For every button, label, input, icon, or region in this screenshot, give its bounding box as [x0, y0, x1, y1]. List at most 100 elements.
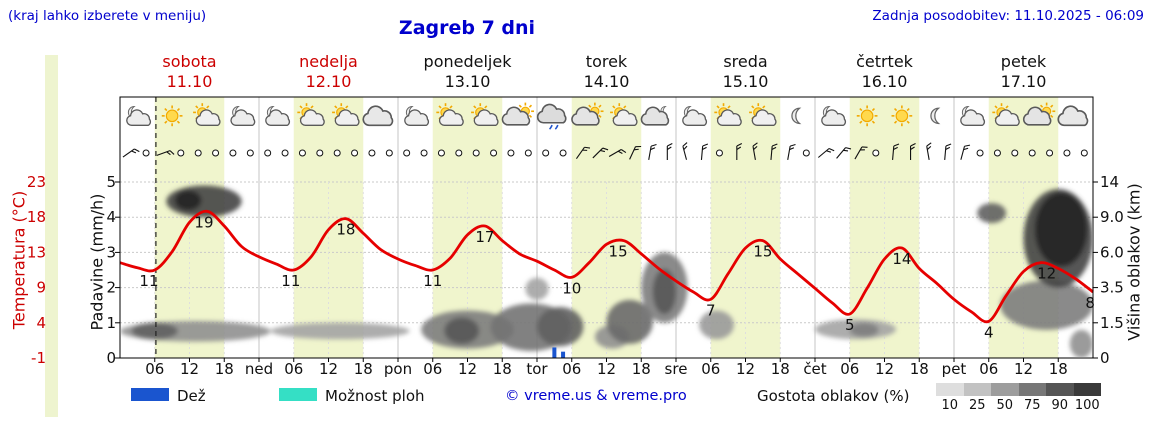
- svg-text:0: 0: [1100, 349, 1110, 367]
- temperature-curve: [119, 209, 1094, 324]
- svg-text:13: 13: [27, 243, 46, 261]
- wind-calm-icon: [351, 149, 359, 157]
- svg-text:9: 9: [36, 279, 46, 297]
- cloud-density-tick: 100: [1074, 398, 1100, 413]
- weather-icon-sun-cloud: [193, 103, 221, 126]
- svg-text:9.0: 9.0: [1100, 208, 1124, 226]
- wind-barb-icon: [892, 143, 900, 161]
- wind-calm-icon: [524, 149, 532, 157]
- weather-icon-cloud-drizzle: [536, 103, 567, 130]
- wind-calm-icon: [507, 149, 515, 157]
- wind-calm-icon: [542, 149, 550, 157]
- day-name: torek: [585, 52, 628, 71]
- rain-swatch: [131, 388, 169, 401]
- svg-text:1.5: 1.5: [1100, 314, 1124, 332]
- svg-text:18: 18: [354, 360, 373, 378]
- day-date: 14.10: [583, 72, 630, 91]
- axis-ticks: 23 5 14 18 4 9.0 13 3 6.0 9 2 3.5 4 1 1.5 -1 0 0: [27, 173, 1124, 367]
- wind-barb-icon: [629, 145, 642, 160]
- weather-icon-moon-cloud: [821, 106, 847, 126]
- svg-text:14: 14: [892, 250, 911, 268]
- wind-calm-icon: [333, 149, 341, 157]
- svg-text:06: 06: [145, 360, 164, 378]
- svg-text:12: 12: [736, 360, 755, 378]
- svg-text:8: 8: [1085, 294, 1095, 312]
- svg-text:18: 18: [632, 360, 651, 378]
- wind-barb-icon: [960, 144, 971, 160]
- weather-icon-sun: [856, 105, 878, 127]
- svg-text:12: 12: [597, 360, 616, 378]
- weather-icon-moon-cloud: [265, 106, 291, 126]
- svg-text:06: 06: [840, 360, 859, 378]
- svg-text:ned: ned: [245, 360, 273, 378]
- svg-text:6.0: 6.0: [1100, 243, 1124, 261]
- day-header: sreda 15.10: [723, 52, 769, 92]
- wind-calm-icon: [472, 149, 480, 157]
- wind-calm-icon: [420, 149, 428, 157]
- wind-barb-icon: [926, 142, 932, 160]
- svg-text:7: 7: [706, 301, 716, 319]
- svg-text:18: 18: [910, 360, 929, 378]
- weather-icons-row: [126, 102, 1089, 130]
- day-name: četrtek: [856, 52, 913, 71]
- cloud-density-swatch: [1018, 383, 1046, 396]
- svg-text:17: 17: [475, 228, 494, 246]
- cloud-blob: [270, 322, 410, 340]
- cloud-blob: [444, 317, 480, 344]
- day-name: petek: [1000, 52, 1047, 71]
- day-name: ponedeljek: [423, 52, 512, 71]
- rain-bars: [552, 347, 566, 358]
- svg-text:12: 12: [319, 360, 338, 378]
- weather-icon-sun: [891, 105, 913, 127]
- svg-text:4: 4: [106, 208, 116, 226]
- day-date: 17.10: [1000, 72, 1047, 91]
- wind-calm-icon: [1080, 149, 1088, 157]
- wind-calm-icon: [559, 149, 567, 157]
- cloud-density-scale: 10 25 50 75 90 100: [936, 383, 1101, 413]
- wind-barb-icon: [666, 143, 673, 160]
- wind-barb-icon: [608, 149, 627, 157]
- svg-text:18: 18: [493, 360, 512, 378]
- wind-barb-icon: [787, 143, 796, 160]
- weather-icon-sun: [161, 105, 183, 127]
- wind-barb-icon: [575, 146, 591, 160]
- cloud-density-tick: 75: [1023, 398, 1041, 413]
- cloud-blob: [175, 190, 202, 211]
- day-date: 12.10: [305, 72, 352, 91]
- wind-calm-icon: [1028, 149, 1036, 157]
- weather-icon-cloud-sun: [571, 102, 604, 126]
- svg-text:18: 18: [1049, 360, 1068, 378]
- svg-text:12: 12: [1037, 265, 1056, 283]
- weather-icon-sun-cloud: [332, 103, 360, 126]
- svg-text:11: 11: [423, 272, 442, 290]
- wind-barb-icon: [770, 143, 778, 161]
- svg-text:18: 18: [27, 208, 46, 226]
- wind-barb-icon: [910, 143, 916, 160]
- wind-calm-icon: [194, 149, 202, 157]
- wind-calm-icon: [212, 149, 220, 157]
- wind-calm-icon: [298, 149, 306, 157]
- svg-text:15: 15: [609, 243, 628, 261]
- wind-barb-icon: [752, 142, 758, 160]
- wind-calm-icon: [490, 149, 498, 157]
- cloud-density-swatch: [936, 383, 964, 396]
- wind-barb-icon: [122, 148, 140, 158]
- cloud-density-tick: 90: [1051, 398, 1069, 413]
- svg-text:12: 12: [875, 360, 894, 378]
- svg-text:18: 18: [336, 221, 355, 239]
- day-date: 11.10: [166, 72, 213, 91]
- wind-calm-icon: [316, 149, 324, 157]
- weather-icon-sun-cloud: [714, 103, 742, 126]
- showers-label: Možnost ploh: [325, 387, 425, 405]
- day-header: ponedeljek 13.10: [424, 52, 512, 92]
- cloud-blob: [525, 277, 549, 300]
- cloud-blob: [131, 322, 178, 340]
- wind-barb-icon: [156, 150, 175, 156]
- wind-row: [122, 142, 1088, 161]
- svg-text:1: 1: [106, 314, 116, 332]
- copyright-link[interactable]: © vreme.us & vreme.pro: [505, 388, 687, 404]
- wind-barb-icon: [700, 143, 709, 161]
- svg-text:14: 14: [1100, 173, 1119, 191]
- temperature-point-labels: 11 19 11 18 11 17 10 15 7 15 5 14 4 12 8: [139, 213, 1094, 341]
